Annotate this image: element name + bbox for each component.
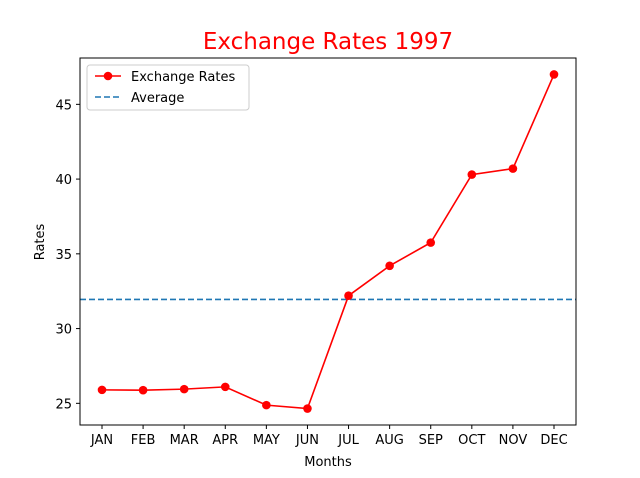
x-tick-label: JUL (337, 433, 359, 448)
x-tick-label: NOV (499, 433, 528, 448)
legend: Exchange Rates Average (86, 64, 250, 111)
x-axis-label: Months (304, 455, 352, 470)
plot-area: JAN FEB MAR APR MAY JUN JUL AUG SEP OCT NOV DEC 25 30… (55, 57, 577, 448)
data-point-dec (549, 70, 559, 79)
y-tick-label: 30 (55, 323, 72, 338)
y-tick-label: 40 (55, 173, 72, 188)
x-tick-label: OCT (458, 433, 485, 448)
data-point-aug (385, 261, 394, 271)
x-tick-label: APR (212, 433, 238, 448)
data-point-jul (344, 291, 353, 300)
legend-box (86, 64, 250, 111)
x-tick-label: FEB (131, 433, 156, 448)
data-point-sep (426, 238, 436, 247)
data-point-jan (97, 385, 107, 395)
x-tick-label: MAR (170, 433, 199, 448)
y-tick-label: 35 (55, 248, 72, 263)
data-point-mar (179, 384, 189, 394)
legend-average-label: Average (131, 91, 184, 106)
data-point-nov (508, 164, 518, 173)
data-point-may (262, 400, 271, 410)
x-tick-label: SEP (419, 433, 443, 448)
legend-series-label: Exchange Rates (131, 70, 235, 85)
data-point-apr (220, 382, 230, 392)
x-tick-label: AUG (375, 433, 403, 448)
data-point-jun (303, 404, 312, 413)
chart-title: Exchange Rates 1997 (203, 29, 453, 55)
y-tick-label: 25 (55, 397, 72, 412)
x-tick-label: DEC (540, 433, 567, 448)
y-axis-label: Rates (33, 223, 48, 260)
plot-frame (79, 57, 577, 426)
x-tick-label: MAY (253, 433, 280, 448)
series-line-0 (101, 74, 555, 410)
legend-series-marker (103, 71, 113, 81)
x-tick-label: JAN (90, 433, 113, 448)
data-point-feb (138, 385, 148, 395)
y-tick-label: 45 (55, 98, 72, 113)
x-tick-label: JUN (295, 433, 319, 448)
data-point-oct (467, 170, 477, 179)
